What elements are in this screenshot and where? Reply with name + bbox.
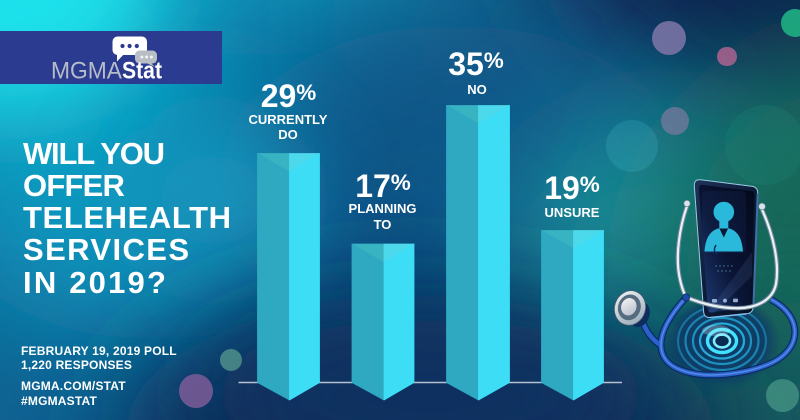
svg-text:Stat: Stat: [122, 57, 162, 84]
svg-text:MGMA: MGMA: [51, 57, 123, 84]
